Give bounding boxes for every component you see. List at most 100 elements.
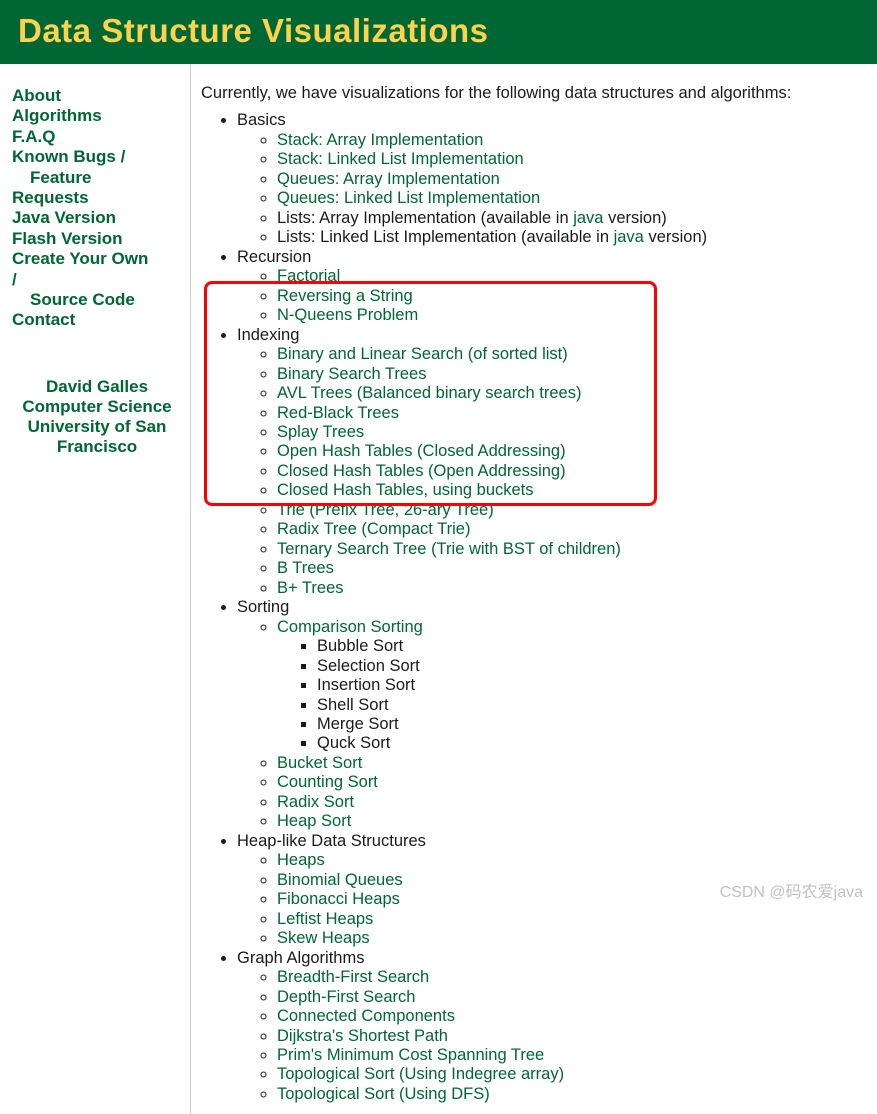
- list-item: Heaps: [277, 851, 867, 870]
- list-item: Topological Sort (Using Indegree array): [277, 1065, 867, 1084]
- topic-link[interactable]: Dijkstra's Shortest Path: [277, 1027, 448, 1045]
- topic-link[interactable]: Prim's Minimum Cost Spanning Tree: [277, 1046, 544, 1064]
- list-item: Counting Sort: [277, 773, 867, 792]
- list-item: Breadth-First Search: [277, 968, 867, 987]
- topic-link[interactable]: Topological Sort (Using Indegree array): [277, 1065, 564, 1083]
- topic-link[interactable]: B Trees: [277, 559, 334, 577]
- topic-link[interactable]: Binary Search Trees: [277, 365, 426, 383]
- layout: AboutAlgorithmsF.A.QKnown Bugs /FeatureR…: [0, 64, 877, 1114]
- list-item: Prim's Minimum Cost Spanning Tree: [277, 1046, 867, 1065]
- topic-link[interactable]: Queues: Linked List Implementation: [277, 189, 540, 207]
- category-item: RecursionFactorial Reversing a StringN-Qu…: [237, 248, 867, 326]
- topic-link[interactable]: Radix Tree (Compact Trie): [277, 520, 470, 538]
- list-item: Red-Black Trees: [277, 404, 867, 423]
- list-item: Closed Hash Tables, using buckets: [277, 481, 867, 500]
- topic-link[interactable]: Queues: Array Implementation: [277, 170, 500, 188]
- topic-link[interactable]: B+ Trees: [277, 579, 344, 597]
- topic-link[interactable]: Open Hash Tables (Closed Addressing): [277, 442, 566, 460]
- topic-text-suffix: version): [604, 209, 667, 227]
- topic-link[interactable]: Connected Components: [277, 1007, 455, 1025]
- topic-text: Lists: Linked List Implementation (avail…: [277, 228, 614, 246]
- topic-link[interactable]: Trie (Prefix Tree, 26-ary Tree): [277, 501, 494, 519]
- topic-link[interactable]: Leftist Heaps: [277, 910, 373, 928]
- category-item: Graph AlgorithmsBreadth-First SearchDept…: [237, 949, 867, 1105]
- topic-link[interactable]: Fibonacci Heaps: [277, 890, 400, 908]
- sidebar-link[interactable]: F.A.Q: [12, 127, 182, 147]
- list-item: Selection Sort: [317, 657, 867, 676]
- topic-link[interactable]: Heaps: [277, 851, 325, 869]
- topic-text: Lists: Array Implementation (available i…: [277, 209, 573, 227]
- list-item: Fibonacci Heaps: [277, 890, 867, 909]
- category-item: SortingComparison SortingBubble SortSele…: [237, 598, 867, 832]
- intro-text: Currently, we have visualizations for th…: [201, 84, 867, 103]
- sidebar-link[interactable]: Requests: [12, 188, 182, 208]
- list-item: Open Hash Tables (Closed Addressing): [277, 442, 867, 461]
- list-item: Binary Search Trees: [277, 365, 867, 384]
- sidebar-link[interactable]: Create Your Own: [12, 249, 182, 269]
- sidebar-link[interactable]: About: [12, 86, 182, 106]
- main-content: Currently, we have visualizations for th…: [191, 64, 877, 1114]
- list-item: N-Queens Problem: [277, 306, 867, 325]
- topic-link[interactable]: N-Queens Problem: [277, 306, 418, 324]
- topic-link[interactable]: Red-Black Trees: [277, 404, 399, 422]
- inline-link[interactable]: java: [573, 209, 603, 227]
- topic-link[interactable]: Topological Sort (Using DFS): [277, 1085, 490, 1103]
- list-item: Radix Tree (Compact Trie): [277, 520, 867, 539]
- subtopic-list: Binary and Linear Search (of sorted list…: [237, 345, 867, 598]
- topic-link[interactable]: Counting Sort: [277, 773, 378, 791]
- list-item: Ternary Search Tree (Trie with BST of ch…: [277, 540, 867, 559]
- topic-link[interactable]: Stack: Linked List Implementation: [277, 150, 524, 168]
- list-item: Depth-First Search: [277, 988, 867, 1007]
- topic-link[interactable]: Comparison Sorting: [277, 618, 423, 636]
- category-item: IndexingBinary and Linear Search (of sor…: [237, 326, 867, 599]
- topic-link[interactable]: Reversing a String: [277, 287, 413, 305]
- category-label: Indexing: [237, 326, 299, 344]
- sidebar-link[interactable]: Algorithms: [12, 106, 182, 126]
- topic-link[interactable]: Breadth-First Search: [277, 968, 429, 986]
- list-item: Leftist Heaps: [277, 910, 867, 929]
- list-item: Splay Trees: [277, 423, 867, 442]
- topic-link[interactable]: Depth-First Search: [277, 988, 415, 1006]
- list-item: Lists: Array Implementation (available i…: [277, 209, 867, 228]
- topic-link[interactable]: AVL Trees (Balanced binary search trees): [277, 384, 581, 402]
- topic-link[interactable]: Ternary Search Tree (Trie with BST of ch…: [277, 540, 621, 558]
- topic-link[interactable]: Splay Trees: [277, 423, 364, 441]
- list-item: Stack: Array Implementation: [277, 131, 867, 150]
- list-item: Merge Sort: [317, 715, 867, 734]
- list-item: Comparison SortingBubble SortSelection S…: [277, 618, 867, 754]
- topic-link[interactable]: Skew Heaps: [277, 929, 370, 947]
- inline-link[interactable]: java: [614, 228, 644, 246]
- header: Data Structure Visualizations: [0, 0, 877, 64]
- sub-subtopic-list: Bubble SortSelection SortInsertion SortS…: [277, 637, 867, 754]
- subtopic-list: Comparison SortingBubble SortSelection S…: [237, 618, 867, 832]
- sidebar-link[interactable]: Known Bugs /: [12, 147, 182, 167]
- sidebar-link[interactable]: Source Code: [12, 290, 182, 310]
- topic-text-suffix: version): [644, 228, 707, 246]
- list-item: B+ Trees: [277, 579, 867, 598]
- topic-link[interactable]: Stack: Array Implementation: [277, 131, 483, 149]
- sidebar-link[interactable]: Java Version: [12, 208, 182, 228]
- subtopic-text: Shell Sort: [317, 696, 389, 714]
- list-item: AVL Trees (Balanced binary search trees): [277, 384, 867, 403]
- list-item: Skew Heaps: [277, 929, 867, 948]
- topic-link[interactable]: Heap Sort: [277, 812, 351, 830]
- sidebar-link[interactable]: /: [12, 270, 182, 290]
- topic-link[interactable]: Radix Sort: [277, 793, 354, 811]
- topic-link[interactable]: Closed Hash Tables (Open Addressing): [277, 462, 566, 480]
- list-item: Insertion Sort: [317, 676, 867, 695]
- list-item: Stack: Linked List Implementation: [277, 150, 867, 169]
- list-item: Closed Hash Tables (Open Addressing): [277, 462, 867, 481]
- topic-link[interactable]: Bucket Sort: [277, 754, 362, 772]
- topic-link[interactable]: Closed Hash Tables, using buckets: [277, 481, 534, 499]
- sidebar-link[interactable]: Feature: [12, 168, 182, 188]
- sidebar-link[interactable]: Flash Version: [12, 229, 182, 249]
- category-label: Heap-like Data Structures: [237, 832, 426, 850]
- topic-link[interactable]: Binomial Queues: [277, 871, 403, 889]
- topic-link[interactable]: Factorial: [277, 267, 340, 285]
- page-title: Data Structure Visualizations: [18, 12, 859, 50]
- category-label: Recursion: [237, 248, 311, 266]
- sidebar-link[interactable]: Contact: [12, 310, 182, 330]
- list-item: Quck Sort: [317, 734, 867, 753]
- category-item: Heap-like Data StructuresHeaps Binomial Q…: [237, 832, 867, 949]
- topic-link[interactable]: Binary and Linear Search (of sorted list…: [277, 345, 568, 363]
